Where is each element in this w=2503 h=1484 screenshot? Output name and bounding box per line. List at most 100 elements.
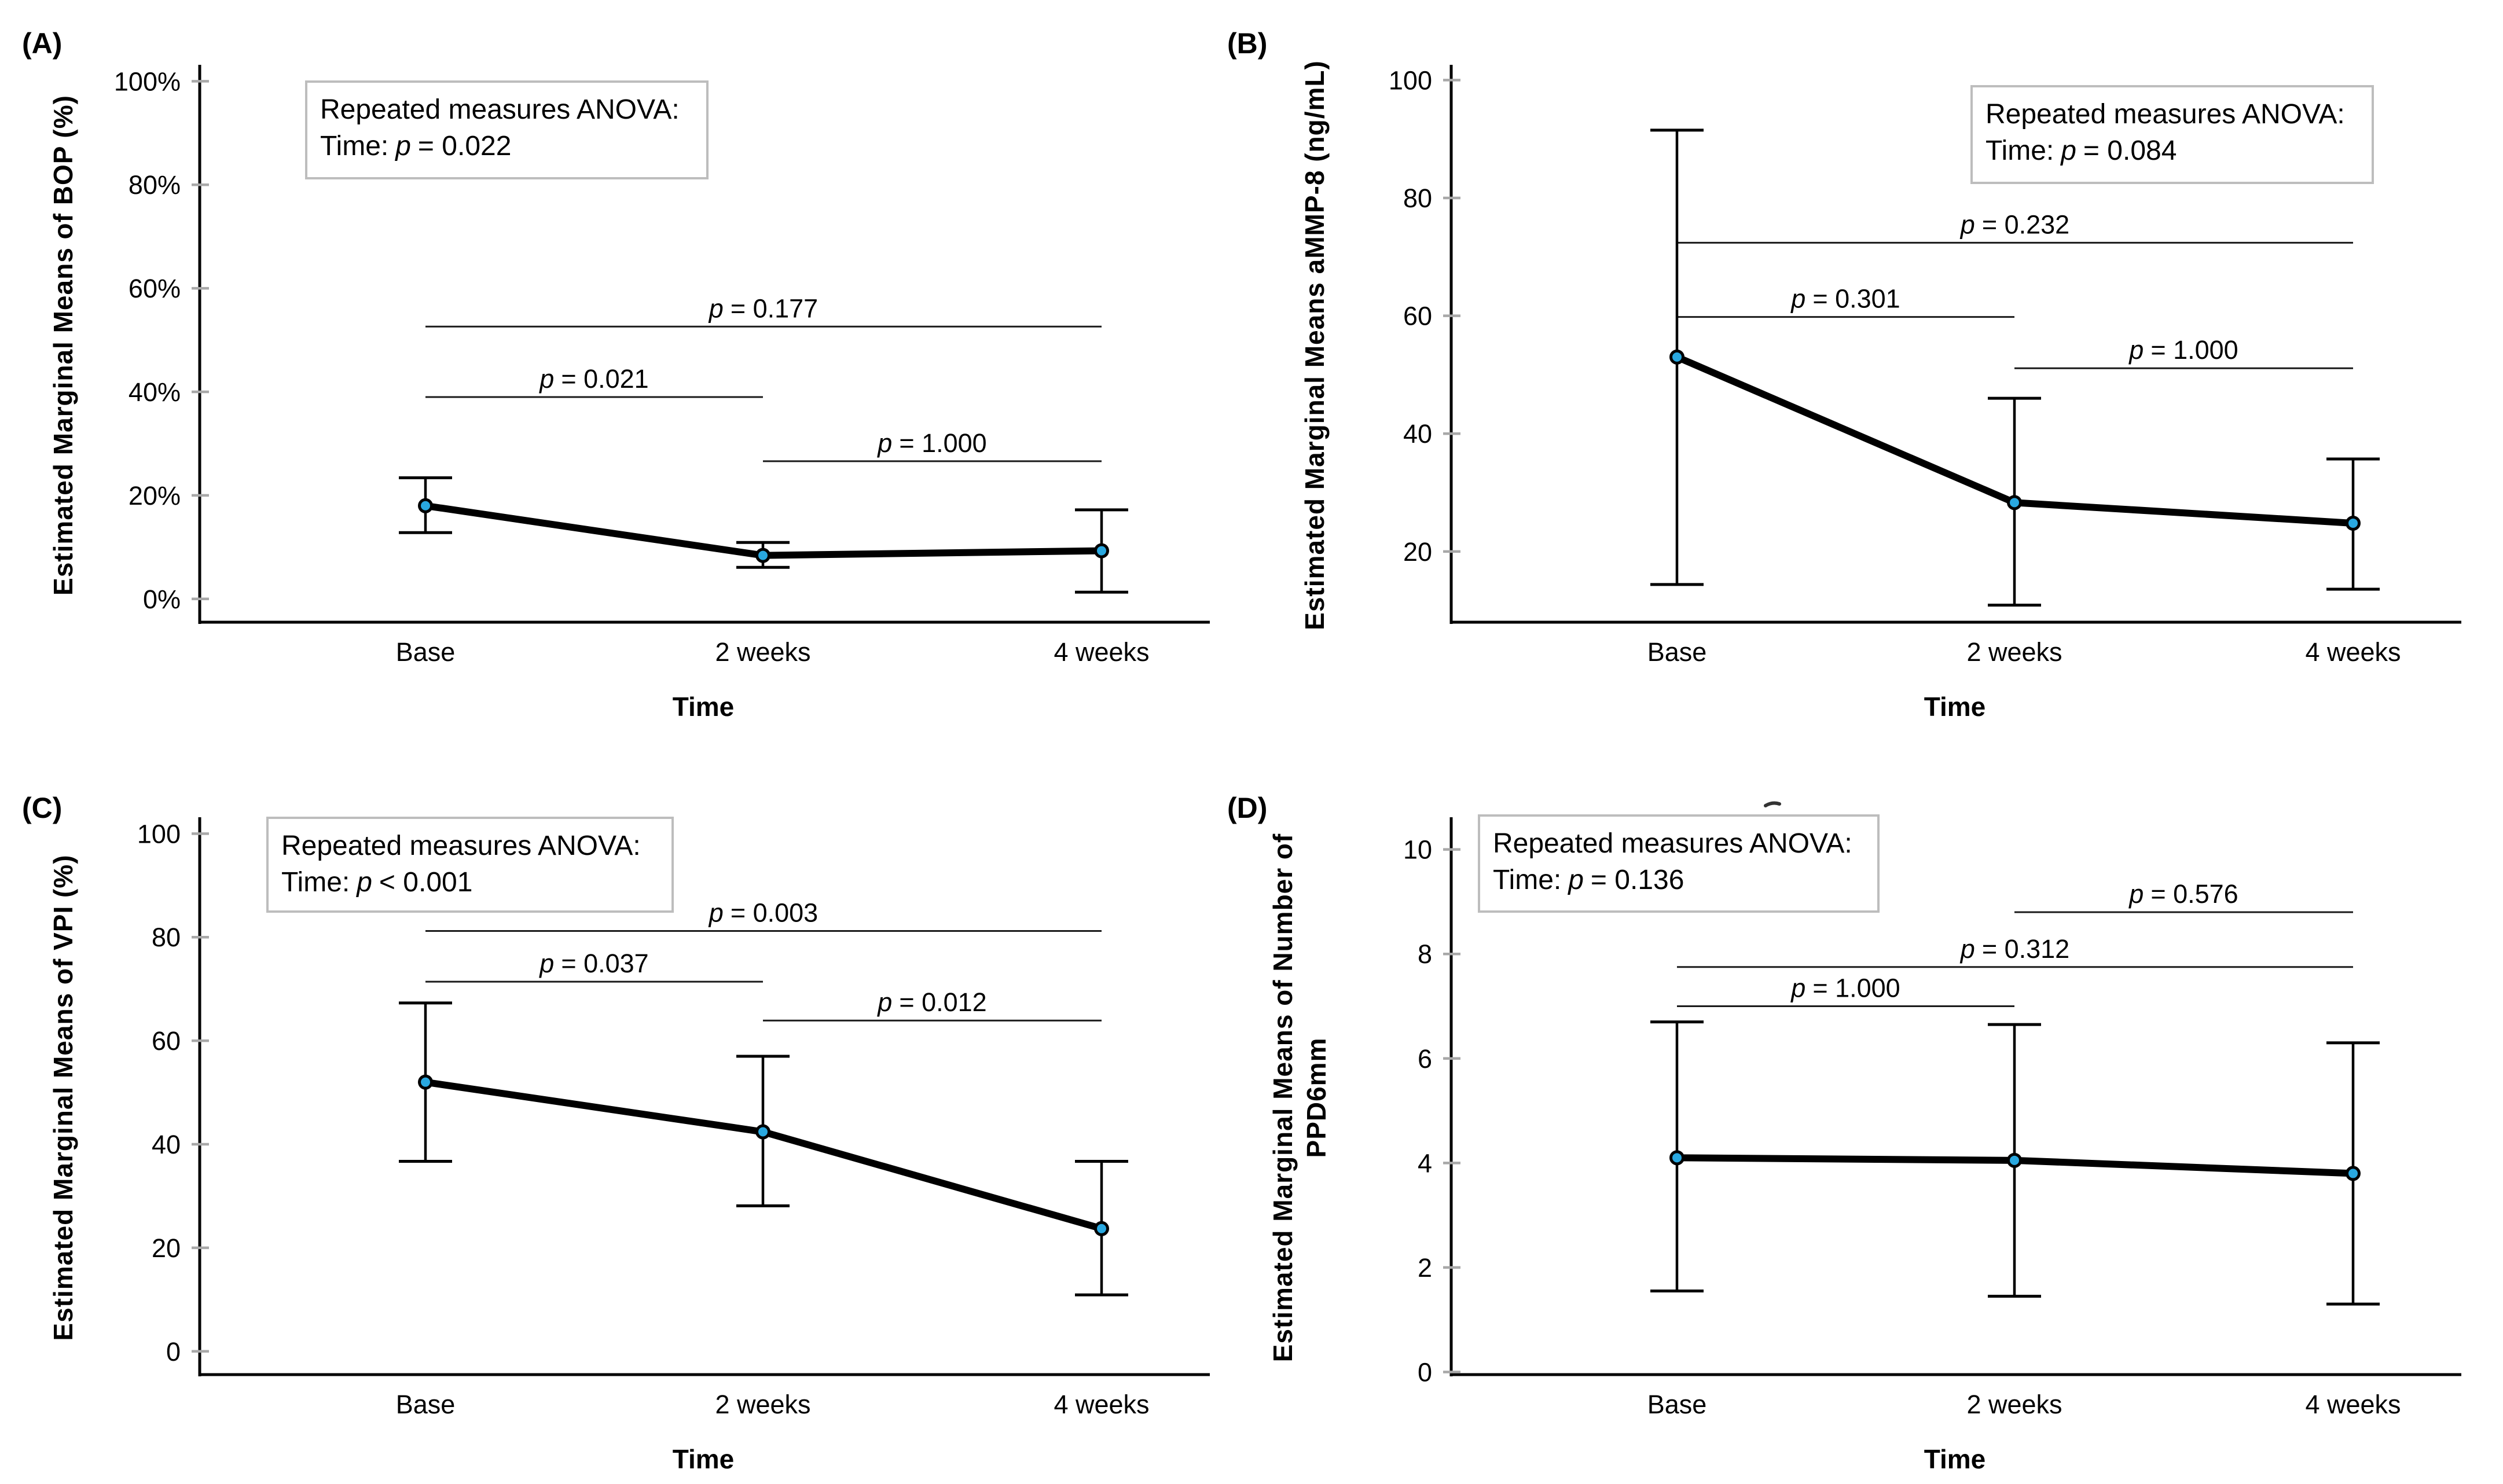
- y-tick-label: 20: [1403, 537, 1432, 567]
- y-tick-label: 0: [166, 1337, 181, 1367]
- series-marker: [755, 548, 770, 563]
- anova-box: [266, 817, 674, 913]
- panel-letter: (A): [22, 27, 62, 60]
- comparison-p-label: p = 0.576: [2128, 879, 2238, 909]
- x-category-label: 2 weeks: [715, 637, 810, 667]
- p-symbol: p: [2128, 335, 2144, 365]
- p-text: = 0.576: [2150, 879, 2238, 909]
- anova-title: Repeated measures ANOVA:: [320, 94, 680, 125]
- x-category-label: 4 weeks: [2305, 1390, 2401, 1419]
- series-marker: [1669, 1150, 1684, 1166]
- y-tick-label: 4: [1418, 1148, 1432, 1178]
- stray-mark-artifact: [1764, 801, 1781, 807]
- y-axis-title: PPD6mm: [1301, 1038, 1331, 1158]
- p-symbol: p: [1567, 865, 1584, 895]
- p-text: = 0.232: [1982, 210, 2069, 239]
- panel-letter: (B): [1227, 27, 1267, 60]
- p-symbol: p: [1959, 934, 1975, 964]
- p-text: = 0.312: [1982, 934, 2069, 964]
- p-text: = 0.003: [731, 898, 818, 928]
- panel-a: (A) 0% 20% 40% 60% 80% 100% Estimated Marginal …: [22, 27, 1210, 722]
- p-symbol: p: [1790, 284, 1805, 314]
- p-text: = 1.000: [899, 428, 986, 458]
- anova-title: Repeated measures ANOVA:: [1985, 99, 2345, 130]
- comparison-p-label: p = 0.012: [876, 987, 986, 1017]
- p-text: = 0.021: [561, 364, 648, 394]
- y-axis-title: Estimated Marginal Means of BOP (%): [48, 95, 78, 596]
- anova-p-value: Time: p < 0.001: [281, 867, 472, 898]
- x-category-label: 2 weeks: [715, 1390, 810, 1419]
- y-tick-label: 80: [1403, 183, 1432, 213]
- x-axis-title: Time: [673, 1444, 735, 1474]
- series-marker: [2346, 515, 2361, 531]
- p-symbol: p: [2060, 135, 2076, 166]
- y-axis-title: Estimated Marginal Means of Number of: [1268, 833, 1298, 1362]
- series-marker: [755, 1124, 770, 1140]
- y-tick-label: 100: [137, 819, 181, 848]
- anova-title: Repeated measures ANOVA:: [1493, 828, 1852, 859]
- series-marker: [418, 1074, 433, 1090]
- series-marker: [1094, 543, 1109, 559]
- y-tick-label: 100%: [114, 67, 181, 96]
- y-tick-label: 60%: [129, 274, 181, 303]
- comparison-p-label: p = 0.003: [708, 898, 818, 928]
- comparison-p-label: p = 0.312: [1959, 934, 2069, 964]
- x-category-label: 4 weeks: [1054, 637, 1149, 667]
- p-symbol: p: [708, 898, 724, 928]
- panel-d: (D) 0 2 4 6 8 10 Estimated Marginal Means of Nu…: [1227, 792, 2461, 1474]
- anova-p-value: Time: p = 0.136: [1493, 865, 1684, 895]
- comparison-p-label: p = 0.301: [1790, 284, 1900, 314]
- y-axis-title: Estimated Marginal Means of VPI (%): [48, 854, 78, 1340]
- x-category-label: Base: [396, 637, 456, 667]
- p-text: Time:: [281, 867, 350, 898]
- comparison-p-label: p = 0.021: [538, 364, 648, 394]
- p-text: = 1.000: [2150, 335, 2238, 365]
- series-marker: [2346, 1166, 2361, 1181]
- p-text: Time:: [1493, 865, 1561, 895]
- p-symbol: p: [876, 428, 892, 458]
- y-tick-label: 0%: [143, 585, 181, 614]
- p-text: Time:: [1985, 135, 2054, 166]
- p-text: = 0.084: [2083, 135, 2177, 166]
- p-symbol: p: [538, 949, 554, 978]
- comparison-p-label: p = 1.000: [1790, 974, 1900, 1003]
- series-marker: [2007, 1152, 2022, 1168]
- p-text: = 0.136: [1591, 865, 1684, 895]
- p-symbol: p: [1959, 210, 1975, 239]
- series-marker: [418, 498, 433, 513]
- y-tick-label: 20%: [129, 481, 181, 510]
- p-text: = 0.037: [561, 949, 648, 978]
- x-axis-title: Time: [673, 692, 735, 722]
- p-symbol: p: [355, 867, 372, 898]
- p-symbol: p: [394, 131, 411, 161]
- y-tick-label: 100: [1389, 65, 1432, 95]
- p-text: = 0.301: [1812, 284, 1900, 314]
- x-axis-title: Time: [1924, 1444, 1986, 1474]
- x-category-label: Base: [1647, 637, 1707, 667]
- y-tick-label: 40: [1403, 419, 1432, 449]
- y-tick-label: 6: [1418, 1044, 1432, 1074]
- series-marker: [2007, 495, 2022, 510]
- x-category-label: Base: [1647, 1390, 1707, 1419]
- x-category-label: 4 weeks: [1054, 1390, 1149, 1419]
- y-tick-label: 80%: [129, 170, 181, 200]
- p-symbol: p: [708, 293, 724, 323]
- p-text: = 0.177: [731, 293, 818, 323]
- anova-p-value: Time: p = 0.084: [1985, 135, 2177, 166]
- x-category-label: Base: [396, 1390, 456, 1419]
- panel-c: (C) 0 20 40 60 80 100 Estimated Marginal Means …: [22, 792, 1210, 1474]
- x-category-label: 4 weeks: [2305, 637, 2401, 667]
- y-tick-label: 2: [1418, 1253, 1432, 1283]
- y-tick-label: 40: [152, 1130, 181, 1159]
- anova-p-value: Time: p = 0.022: [320, 131, 511, 161]
- series-marker: [1094, 1221, 1109, 1236]
- p-symbol: p: [538, 364, 554, 394]
- y-axis-title: Estimated Marginal Means aMMP-8 (ng/mL): [1300, 60, 1330, 630]
- series-marker: [1669, 349, 1684, 365]
- p-text: Time:: [320, 131, 388, 161]
- x-category-label: 2 weeks: [1966, 637, 2062, 667]
- comparison-p-label: p = 1.000: [876, 428, 986, 458]
- anova-title: Repeated measures ANOVA:: [281, 831, 641, 861]
